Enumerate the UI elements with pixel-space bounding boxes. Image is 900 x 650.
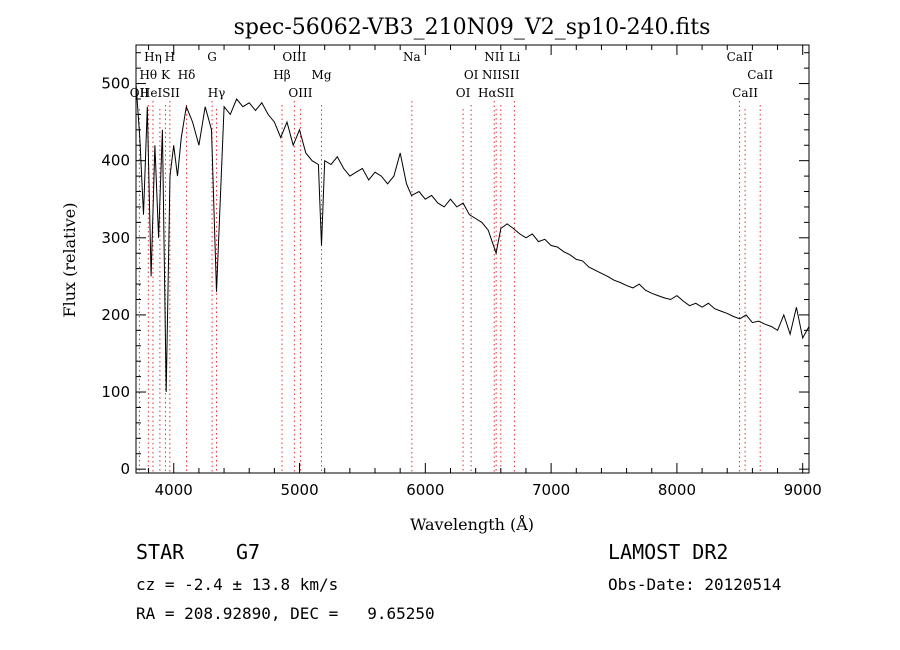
plot-frame: [135, 44, 810, 474]
line-marker-label-0: Hη: [144, 50, 162, 64]
line-marker-label-6: Li: [508, 50, 520, 64]
y-tick-label-1: 100: [101, 383, 130, 401]
line-marker-label-17: HeISII: [140, 86, 180, 100]
line-marker-label-14: NIISII: [482, 68, 520, 82]
redshift-cz: cz = -2.4 ± 13.8 km/s: [136, 575, 339, 594]
line-marker-label-1: H: [165, 50, 175, 64]
line-marker-label-18: Hγ: [208, 86, 226, 100]
x-tick-label-5: 9000: [784, 481, 822, 499]
line-marker-label-2: G: [207, 50, 217, 64]
ra-dec-coordinates: RA = 208.92890, DEC = 9.65250: [136, 604, 435, 623]
line-marker-label-11: Hβ: [273, 68, 290, 82]
line-marker-label-22: CaII: [732, 86, 758, 100]
y-axis-label: Flux (relative): [60, 203, 79, 318]
line-marker-label-20: OI: [456, 86, 471, 100]
y-tick-label-0: 0: [120, 460, 130, 478]
axis-tick-labels: 4000 5000 6000 7000 8000 9000 0 100 200 300 400 500: [101, 75, 821, 499]
line-marker-label-3: OIII: [282, 50, 306, 64]
axis-ticks: [136, 45, 809, 473]
observation-date: Obs-Date: 20120514: [608, 575, 782, 594]
line-marker-label-10: Hδ: [178, 68, 196, 82]
line-marker-label-13: OI: [464, 68, 479, 82]
x-tick-label-0: 4000: [155, 481, 193, 499]
survey-name: LAMOST DR2: [608, 540, 729, 564]
line-marker-label-15: CaII: [747, 68, 773, 82]
line-marker-label-9: K: [161, 68, 171, 82]
spectrum-line: [135, 83, 810, 393]
line-marker-label-16: OII: [130, 86, 150, 100]
x-tick-label-2: 6000: [406, 481, 444, 499]
line-marker-label-8: Hθ: [139, 68, 157, 82]
spectral-line-markers: [138, 101, 761, 473]
x-tick-label-4: 8000: [658, 481, 696, 499]
object-type: STAR: [136, 540, 185, 564]
line-marker-label-19: OIII: [288, 86, 312, 100]
x-axis-label: Wavelength (Å): [410, 514, 534, 534]
x-tick-label-3: 7000: [532, 481, 570, 499]
x-tick-label-1: 5000: [280, 481, 318, 499]
line-marker-label-12: Mg: [312, 68, 332, 82]
line-marker-label-4: Na: [403, 50, 421, 64]
chart-title: spec-56062-VB3_210N09_V2_sp10-240.fits: [234, 15, 711, 40]
line-marker-label-21: HαSII: [478, 86, 515, 100]
y-tick-label-3: 300: [101, 229, 130, 247]
line-marker-label-7: CaII: [727, 50, 753, 64]
spectral-subclass: G7: [236, 540, 261, 564]
y-tick-label-4: 400: [101, 152, 130, 170]
y-tick-label-2: 200: [101, 306, 130, 324]
y-tick-label-5: 500: [101, 75, 130, 93]
line-marker-label-5: NII: [484, 50, 504, 64]
